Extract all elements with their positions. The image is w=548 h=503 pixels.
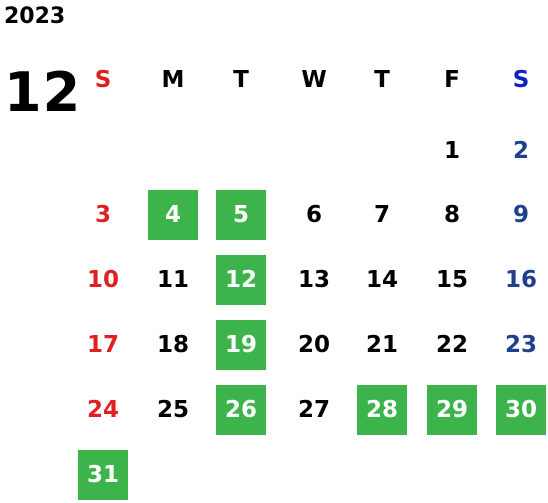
day-cell-15[interactable]: 15 bbox=[435, 267, 468, 293]
day-cell-28[interactable]: 28 bbox=[357, 385, 407, 435]
day-cell-4[interactable]: 4 bbox=[148, 190, 198, 240]
weekday-header-saturday: S bbox=[512, 67, 530, 93]
day-cell-20[interactable]: 20 bbox=[297, 332, 330, 358]
day-cell-30[interactable]: 30 bbox=[496, 385, 546, 435]
day-cell-3[interactable]: 3 bbox=[94, 202, 111, 228]
weekday-header-friday: F bbox=[444, 67, 460, 93]
day-cell-13[interactable]: 13 bbox=[297, 267, 330, 293]
day-cell-27[interactable]: 27 bbox=[297, 397, 330, 423]
day-cell-14[interactable]: 14 bbox=[365, 267, 398, 293]
weekday-header-sunday: S bbox=[94, 67, 112, 93]
day-cell-10[interactable]: 10 bbox=[86, 267, 119, 293]
day-cell-6[interactable]: 6 bbox=[305, 202, 322, 228]
day-cell-29[interactable]: 29 bbox=[427, 385, 477, 435]
day-cell-16[interactable]: 16 bbox=[504, 267, 537, 293]
day-cell-22[interactable]: 22 bbox=[435, 332, 468, 358]
weekday-header-tuesday: T bbox=[233, 67, 249, 93]
day-cell-17[interactable]: 17 bbox=[86, 332, 119, 358]
day-cell-11[interactable]: 11 bbox=[156, 267, 189, 293]
day-cell-24[interactable]: 24 bbox=[86, 397, 119, 423]
day-cell-5[interactable]: 5 bbox=[216, 190, 266, 240]
calendar-year: 2023 bbox=[4, 4, 66, 29]
day-cell-19[interactable]: 19 bbox=[216, 320, 266, 370]
weekday-header-monday: M bbox=[161, 67, 185, 93]
day-cell-18[interactable]: 18 bbox=[156, 332, 189, 358]
day-cell-26[interactable]: 26 bbox=[216, 385, 266, 435]
calendar-month: 12 bbox=[4, 61, 82, 124]
day-cell-25[interactable]: 25 bbox=[156, 397, 189, 423]
day-cell-12[interactable]: 12 bbox=[216, 255, 266, 305]
day-cell-31[interactable]: 31 bbox=[78, 450, 128, 500]
day-cell-21[interactable]: 21 bbox=[365, 332, 398, 358]
day-cell-8[interactable]: 8 bbox=[443, 202, 460, 228]
weekday-header-thursday: T bbox=[374, 67, 390, 93]
day-cell-9[interactable]: 9 bbox=[512, 202, 529, 228]
weekday-header-wednesday: W bbox=[301, 67, 327, 93]
day-cell-1[interactable]: 1 bbox=[443, 138, 460, 164]
day-cell-7[interactable]: 7 bbox=[373, 202, 390, 228]
day-cell-23[interactable]: 23 bbox=[504, 332, 537, 358]
day-cell-2[interactable]: 2 bbox=[512, 138, 529, 164]
